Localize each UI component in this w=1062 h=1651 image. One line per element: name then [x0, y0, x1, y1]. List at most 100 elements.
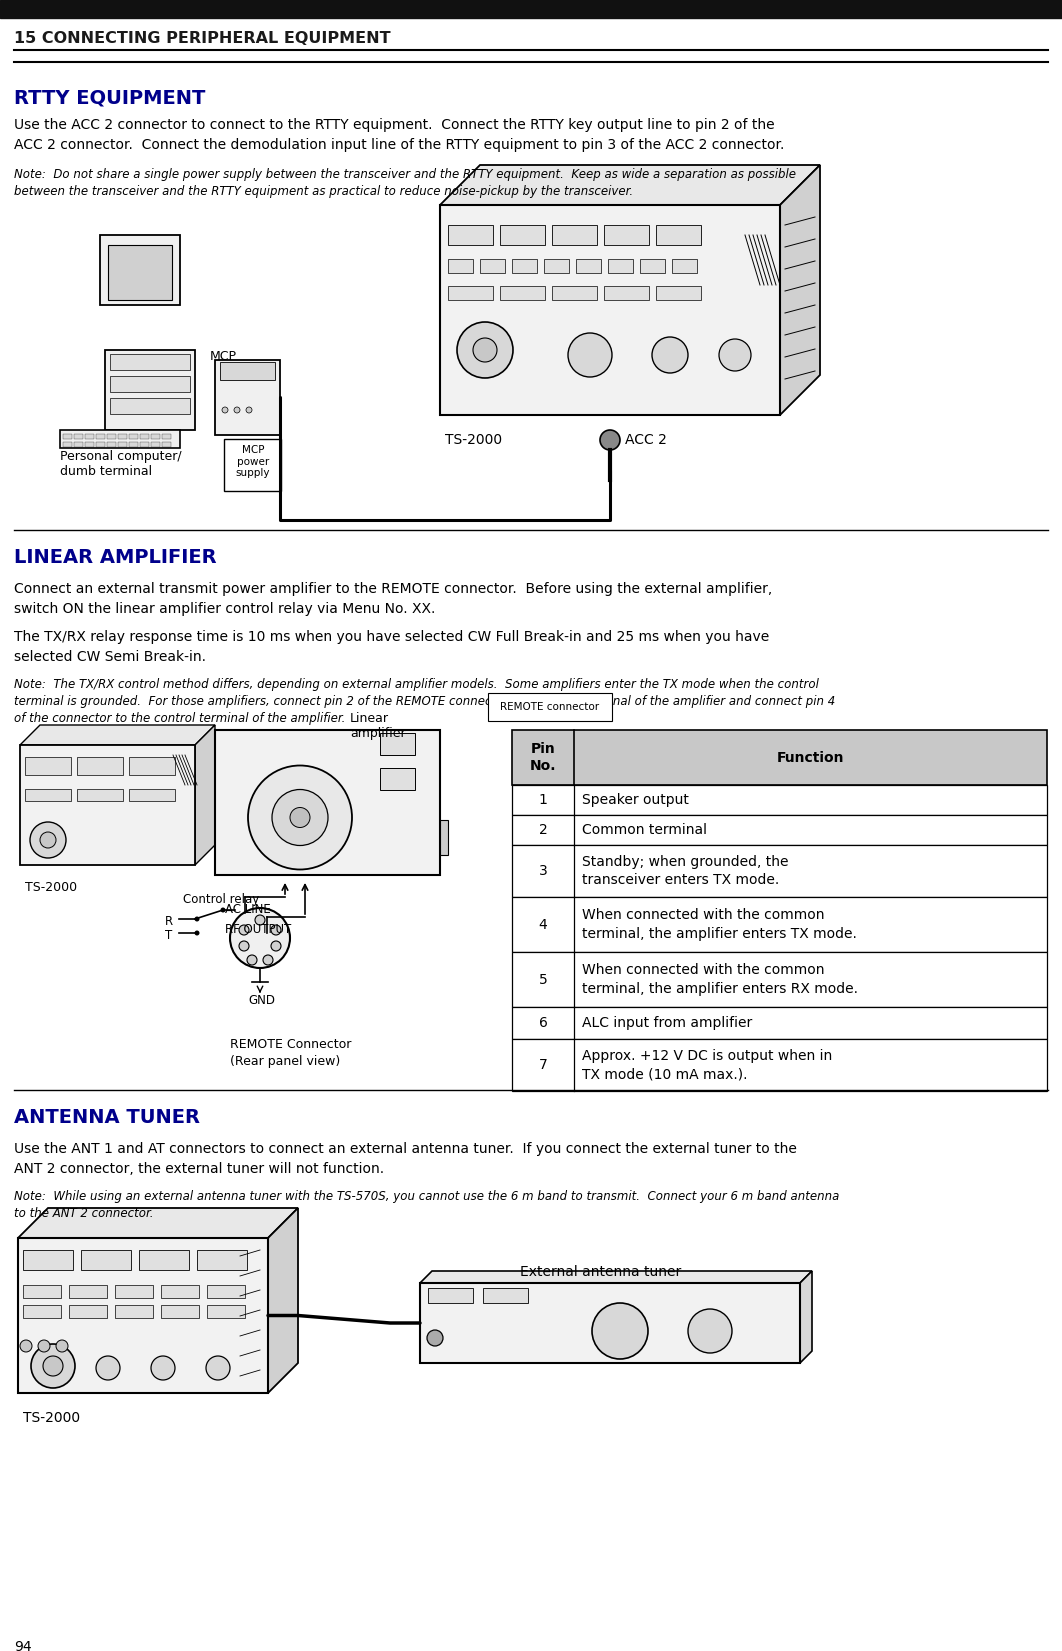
Polygon shape	[18, 1209, 298, 1238]
Circle shape	[600, 429, 620, 451]
Bar	[151, 442, 160, 447]
Circle shape	[234, 408, 240, 413]
Text: R: R	[165, 915, 173, 928]
Circle shape	[222, 408, 228, 413]
Circle shape	[20, 1341, 32, 1352]
Bar	[440, 821, 448, 855]
FancyBboxPatch shape	[224, 439, 281, 490]
Text: Use the ACC 2 connector to connect to the RTTY equipment.  Connect the RTTY key : Use the ACC 2 connector to connect to th…	[14, 117, 785, 152]
Bar	[107, 442, 116, 447]
Text: Personal computer/
dumb terminal: Personal computer/ dumb terminal	[59, 451, 182, 479]
Bar	[139, 1250, 189, 1270]
Bar	[115, 1284, 153, 1298]
Bar	[162, 434, 171, 439]
Text: Connect an external transmit power amplifier to the REMOTE connector.  Before us: Connect an external transmit power ampli…	[14, 583, 772, 616]
Bar	[215, 360, 280, 434]
Bar	[512, 1038, 1047, 1091]
Bar	[419, 1283, 800, 1364]
Bar	[500, 225, 545, 244]
Bar	[552, 225, 597, 244]
Text: 2: 2	[538, 822, 547, 837]
Bar	[380, 768, 415, 789]
Bar	[656, 225, 701, 244]
Bar	[604, 225, 649, 244]
Bar	[85, 442, 95, 447]
Text: 15 CONNECTING PERIPHERAL EQUIPMENT: 15 CONNECTING PERIPHERAL EQUIPMENT	[14, 30, 391, 46]
Text: 3: 3	[538, 863, 547, 878]
Text: Speaker output: Speaker output	[582, 792, 689, 807]
Bar	[220, 362, 275, 380]
Bar	[78, 789, 123, 801]
Circle shape	[271, 941, 281, 951]
Bar	[74, 442, 83, 447]
Bar	[380, 733, 415, 755]
Bar	[69, 1304, 107, 1317]
Text: MCP: MCP	[210, 350, 237, 363]
Text: ACC 2: ACC 2	[626, 433, 667, 447]
Circle shape	[221, 908, 225, 913]
Bar	[78, 758, 123, 774]
Polygon shape	[20, 725, 215, 745]
Bar	[512, 259, 537, 272]
Bar	[140, 434, 149, 439]
Circle shape	[239, 941, 249, 951]
Text: Pin
No.: Pin No.	[530, 743, 556, 773]
Bar	[129, 442, 138, 447]
Bar	[448, 286, 493, 300]
Bar	[63, 434, 72, 439]
Bar	[129, 434, 138, 439]
Bar	[20, 745, 195, 865]
Bar	[130, 352, 150, 360]
Bar	[110, 398, 190, 414]
Circle shape	[263, 954, 273, 964]
Bar	[196, 1250, 247, 1270]
Text: ALC input from amplifier: ALC input from amplifier	[582, 1015, 752, 1030]
Circle shape	[247, 954, 257, 964]
Bar	[512, 784, 1047, 816]
Bar	[23, 1284, 61, 1298]
Bar	[640, 259, 665, 272]
Text: ANTENNA TUNER: ANTENNA TUNER	[14, 1108, 200, 1128]
Circle shape	[206, 1355, 230, 1380]
Bar	[162, 442, 171, 447]
Bar	[118, 442, 127, 447]
Bar	[0, 0, 1062, 18]
Bar	[129, 758, 175, 774]
Text: LINEAR AMPLIFIER: LINEAR AMPLIFIER	[14, 548, 217, 566]
Bar	[428, 1288, 473, 1303]
Circle shape	[38, 1341, 50, 1352]
Bar	[552, 286, 597, 300]
Polygon shape	[419, 1271, 812, 1283]
Circle shape	[652, 337, 688, 373]
Circle shape	[719, 338, 751, 371]
Bar	[69, 1284, 107, 1298]
Circle shape	[272, 789, 328, 845]
Text: GND: GND	[249, 994, 275, 1007]
Bar	[609, 259, 633, 272]
Bar	[107, 434, 116, 439]
Bar	[108, 244, 172, 300]
Circle shape	[271, 925, 281, 934]
Bar	[512, 1007, 1047, 1038]
Bar	[512, 730, 1047, 784]
Polygon shape	[440, 165, 820, 205]
Bar	[151, 434, 160, 439]
Text: Note:  The TX/RX control method differs, depending on external amplifier models.: Note: The TX/RX control method differs, …	[14, 679, 835, 725]
Text: 94: 94	[14, 1639, 32, 1651]
Circle shape	[473, 338, 497, 362]
Circle shape	[230, 908, 290, 967]
Bar	[96, 434, 105, 439]
Circle shape	[194, 931, 200, 936]
Circle shape	[457, 322, 513, 378]
Text: When connected with the common
terminal, the amplifier enters TX mode.: When connected with the common terminal,…	[582, 908, 857, 941]
Circle shape	[255, 915, 266, 925]
Bar	[23, 1250, 73, 1270]
FancyBboxPatch shape	[489, 693, 612, 721]
Polygon shape	[195, 725, 215, 865]
Circle shape	[246, 408, 252, 413]
Text: Note:  Do not share a single power supply between the transceiver and the RTTY e: Note: Do not share a single power supply…	[14, 168, 796, 198]
Circle shape	[31, 1344, 75, 1388]
Bar	[215, 730, 440, 875]
Text: Control relay: Control relay	[183, 893, 259, 906]
Text: When connected with the common
terminal, the amplifier enters RX mode.: When connected with the common terminal,…	[582, 963, 858, 996]
